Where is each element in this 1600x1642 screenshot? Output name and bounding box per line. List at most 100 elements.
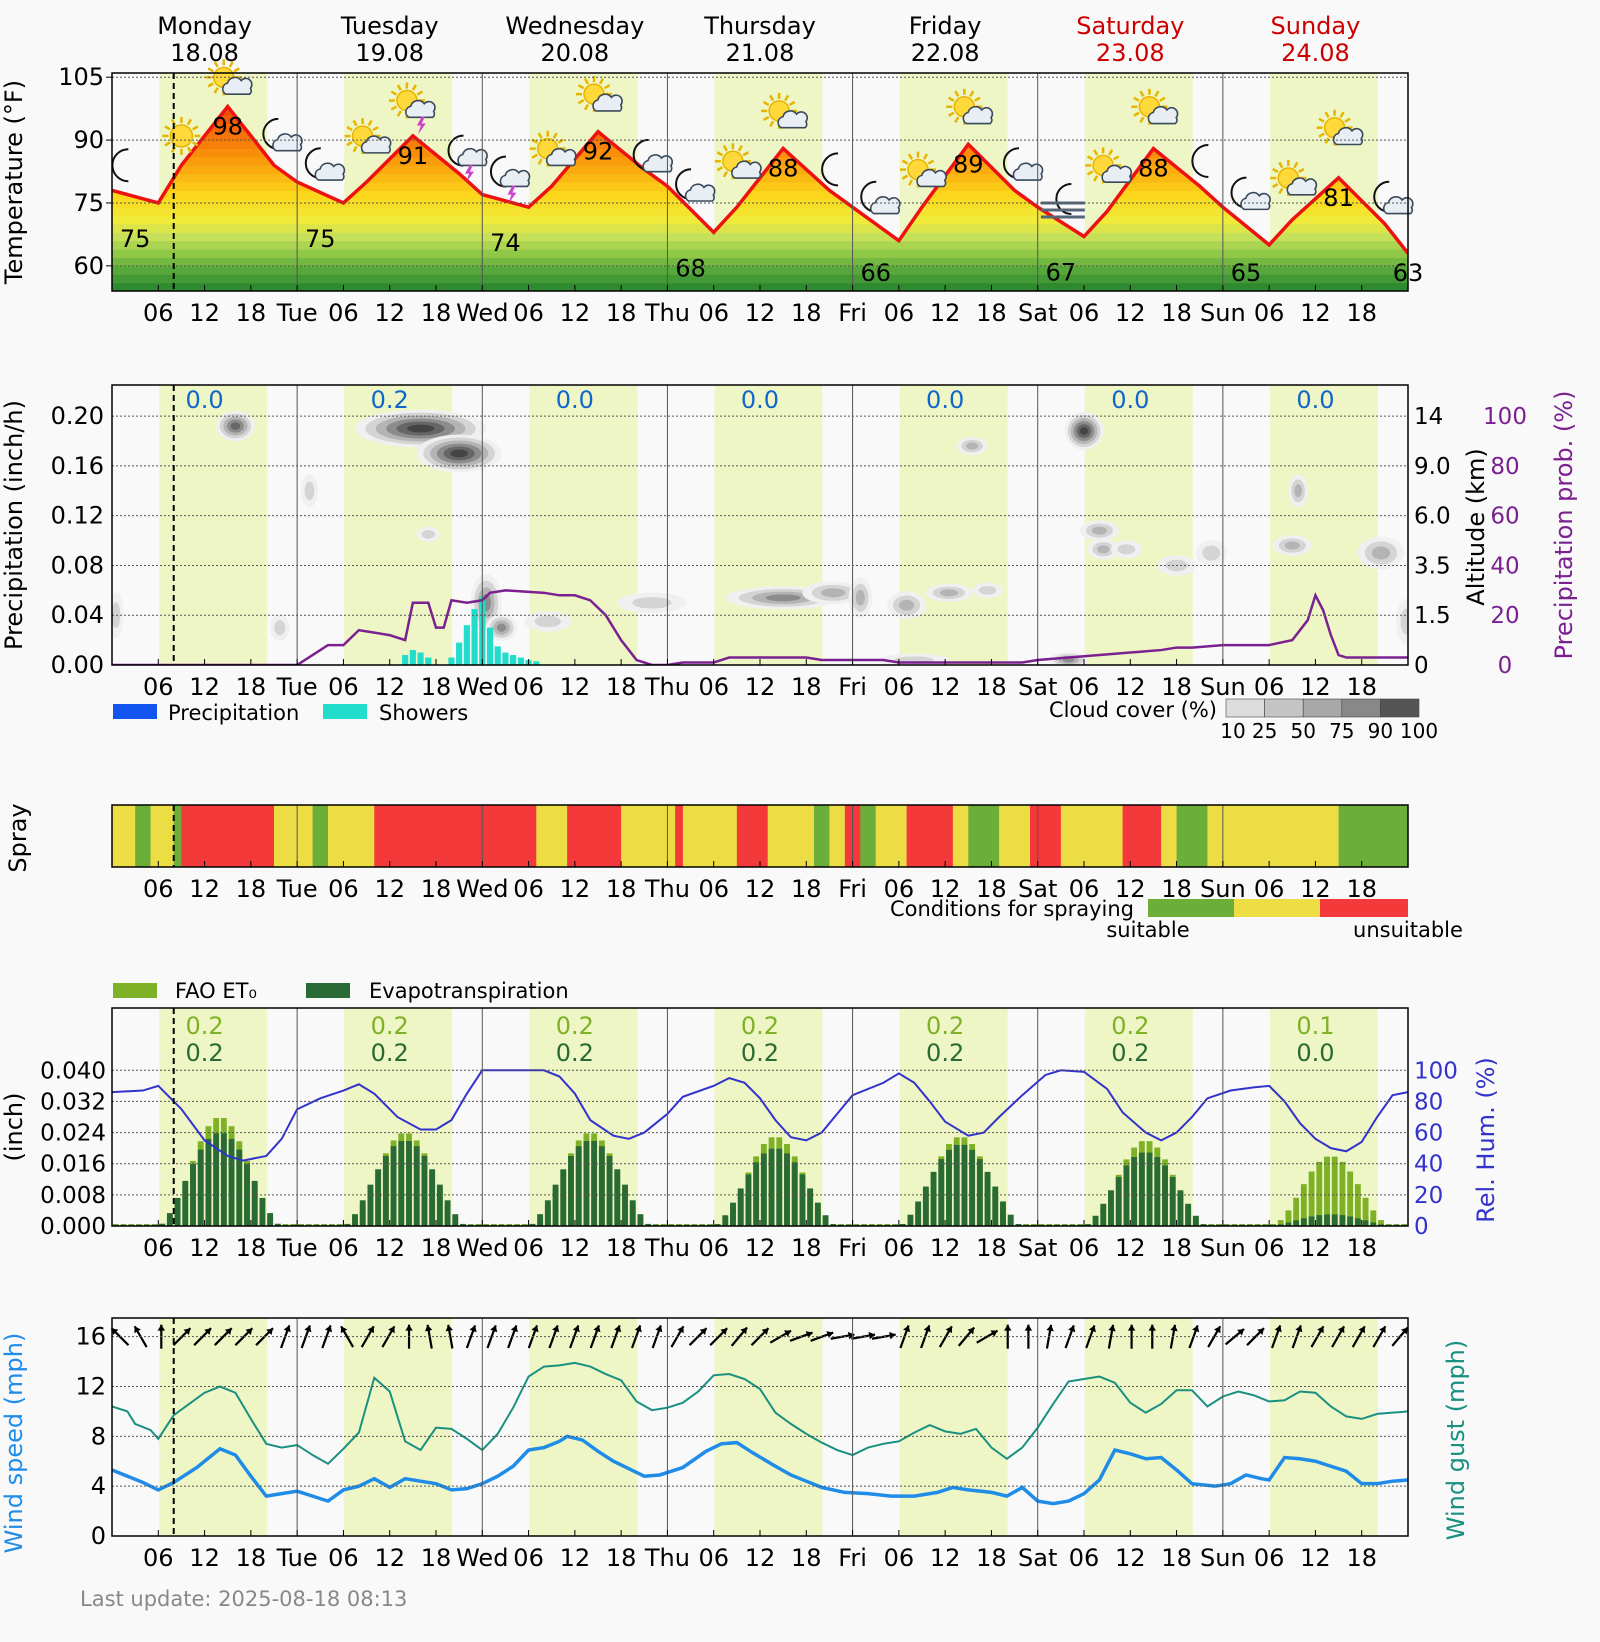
evapotranspiration-bar: [1324, 1214, 1330, 1226]
x-tick-label: 18: [976, 299, 1007, 327]
evapotranspiration-bar: [352, 1214, 358, 1226]
evapotranspiration-bar: [1108, 1190, 1114, 1226]
cloud-cover-blob: [1272, 535, 1312, 556]
sun-ray: [769, 94, 775, 102]
sun-ray: [213, 61, 219, 68]
x-tick-label: Wed: [456, 1544, 508, 1572]
evapotranspiration-bar: [413, 1146, 420, 1226]
sun-ray: [557, 138, 564, 144]
x-tick-label: 18: [606, 875, 637, 903]
cloud-cover-level: [939, 589, 959, 597]
y-tick-label: 0.024: [40, 1121, 106, 1147]
x-tick-label: 06: [513, 875, 544, 903]
x-tick-label: 12: [1115, 299, 1146, 327]
sun-ray: [372, 125, 379, 132]
sun-cloud-icon: [946, 88, 994, 125]
x-tick-label: Sun: [1200, 1234, 1246, 1262]
x-tick-label: Tue: [276, 299, 318, 327]
wind-arrow-head: [424, 1324, 433, 1332]
evapotranspiration-bar: [1370, 1222, 1377, 1226]
evapotranspiration-bar: [166, 1213, 173, 1226]
evapotranspiration-bar: [922, 1186, 929, 1226]
daily-evap-total: 0.0: [1296, 1039, 1334, 1067]
x-tick-label: 18: [976, 1234, 1007, 1262]
x-tick-label: Sun: [1200, 673, 1246, 701]
humidity-tick-label: 60: [1414, 1121, 1443, 1147]
y-tick-label: 0.04: [51, 601, 104, 629]
sun-ray: [396, 84, 402, 91]
evapotranspiration-bar: [575, 1146, 582, 1226]
cloud-cover-blob: [270, 614, 290, 642]
wind-arrow: [486, 1325, 498, 1349]
cloud-cover-blob: [617, 592, 687, 613]
y-tick-label: 12: [75, 1373, 106, 1401]
temperature-band: [112, 182, 1408, 191]
fao-et0-bar: [1324, 1156, 1330, 1226]
wind-arrow: [569, 1325, 580, 1349]
sun-ray: [1272, 167, 1279, 174]
x-tick-label: 06: [143, 299, 174, 327]
evapotranspiration-bar: [552, 1184, 559, 1226]
wind-arrow: [193, 1327, 212, 1346]
humidity-tick-label: 80: [1414, 1089, 1443, 1115]
evapotranspiration-bar: [737, 1188, 744, 1226]
spray-segment: [1207, 805, 1339, 867]
wind-arrow-head: [593, 1325, 601, 1333]
evapotranspiration-bar: [1000, 1201, 1006, 1226]
lightning-bolt: [507, 185, 517, 204]
y-tick-label: 90: [73, 126, 104, 154]
daily-precip-total: 0.0: [926, 386, 964, 414]
daily-evap-total: 0.2: [926, 1039, 964, 1067]
x-tick-label: Fri: [838, 875, 867, 903]
spray-segment: [173, 805, 182, 867]
sun-cloud-icon: [576, 76, 623, 113]
evapotranspiration-bar: [1308, 1216, 1315, 1226]
wind-arrow-head: [784, 1330, 792, 1337]
sun-ray: [954, 116, 960, 123]
wind-arrow-head: [655, 1325, 663, 1333]
cloud-shape: [1012, 162, 1044, 181]
spray-segment: [1176, 805, 1208, 867]
y-tick-label: 0.20: [51, 402, 104, 430]
temperature-label: 74: [490, 229, 521, 257]
sun-ray: [762, 100, 770, 107]
altitude-tick-label: 0: [1414, 653, 1429, 679]
sun-ray: [922, 153, 929, 160]
x-tick-label: Wed: [456, 299, 508, 327]
wind-arrow-head: [1046, 1324, 1054, 1332]
cloud-cover-level: [1091, 526, 1108, 535]
spray-segment: [150, 805, 175, 867]
cloud-cover-level: [1284, 541, 1300, 550]
wind-arrow: [1351, 1325, 1366, 1348]
daily-precip-total: 0.0: [1296, 386, 1334, 414]
x-tick-label: 18: [791, 1234, 822, 1262]
day-date: 18.08: [170, 39, 239, 67]
cloud-cover-blob: [1087, 539, 1119, 560]
x-tick-label: 12: [745, 673, 776, 701]
humidity-line: [112, 1069, 1408, 1162]
evapotranspiration-bar: [159, 1223, 166, 1226]
moon-thunder-icon: [447, 134, 488, 183]
x-tick-label: 06: [698, 875, 729, 903]
daily-precip-total: 0.0: [741, 386, 779, 414]
precipitation-legend-swatch: [113, 704, 157, 719]
cloud-cover-level: [1400, 608, 1408, 635]
evapotranspiration-bar: [791, 1162, 798, 1226]
evapotranspiration-bar: [359, 1200, 366, 1226]
x-tick-label: 06: [1069, 299, 1100, 327]
prob-tick-label: 80: [1490, 454, 1519, 480]
wind-arrow-head: [1024, 1324, 1033, 1331]
x-tick-label: 12: [1115, 1234, 1146, 1262]
wind-arrow: [445, 1324, 454, 1349]
shower-bar: [463, 625, 470, 665]
x-tick-label: 06: [513, 673, 544, 701]
x-tick-label: 12: [560, 1234, 591, 1262]
x-tick-label: Thu: [644, 673, 690, 701]
cloud-shape: [272, 133, 303, 152]
evapotranspiration-bar: [768, 1148, 775, 1226]
x-tick-label: 06: [143, 1234, 174, 1262]
x-tick-label: 18: [976, 875, 1007, 903]
x-tick-label: 18: [421, 875, 452, 903]
y-tick-label: 16: [75, 1323, 106, 1351]
